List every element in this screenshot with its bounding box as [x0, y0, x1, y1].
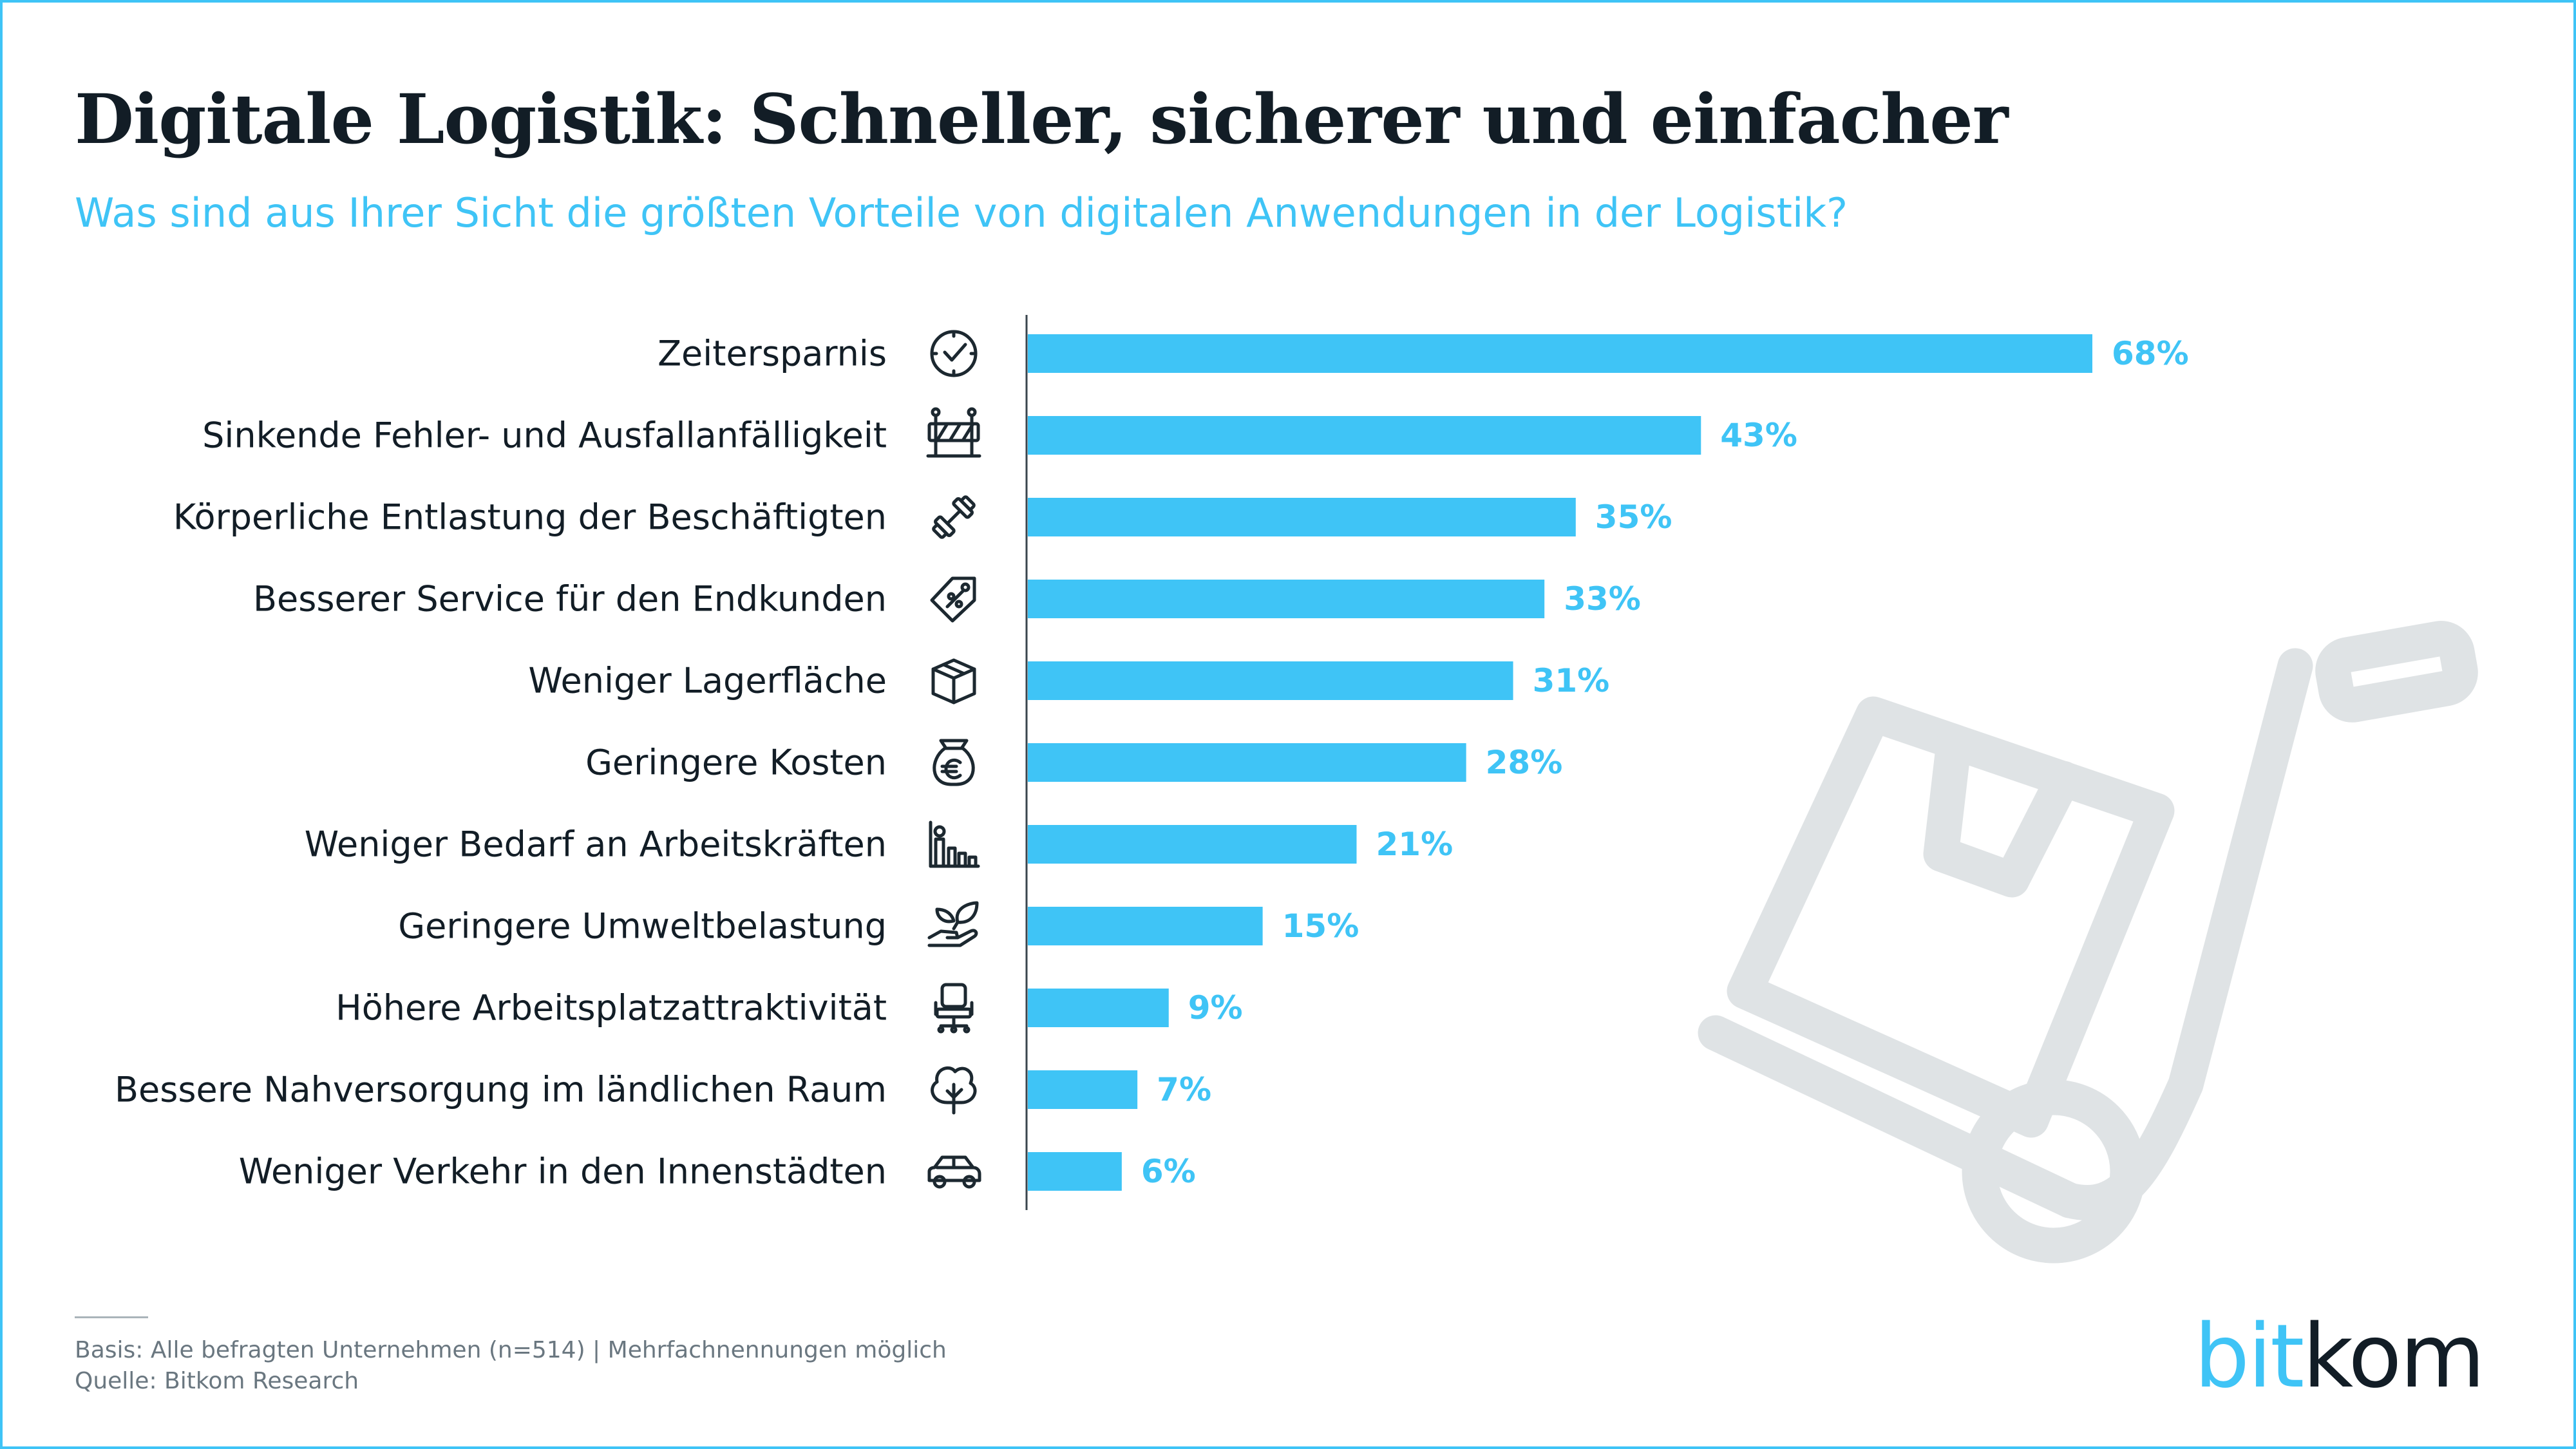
bar-chart: Zeitersparnis Sinkende Fehler- und Ausfal…: [115, 315, 2189, 1210]
bar: [1028, 498, 1576, 536]
barrier-icon: [926, 407, 981, 458]
value-label: 15%: [1282, 907, 1359, 945]
bar: [1028, 743, 1466, 782]
category-label: Weniger Bedarf an Arbeitskräften: [305, 824, 887, 865]
bar: [1028, 416, 1701, 455]
footnote-divider: [75, 1316, 148, 1318]
bar: [1028, 825, 1357, 864]
value-label: 31%: [1533, 662, 1610, 699]
category-label: Sinkende Fehler- und Ausfallanfälligkeit: [202, 415, 887, 456]
tree-icon: [931, 1066, 977, 1115]
value-label: 68%: [2112, 335, 2189, 372]
bar: [1028, 334, 2092, 373]
category-label: Körperliche Entlastung der Beschäftigten: [173, 497, 887, 538]
bar: [1028, 907, 1263, 945]
price-tag-icon: [930, 576, 976, 623]
value-label: 9%: [1188, 989, 1243, 1027]
footnote-basis: Basis: Alle befragten Unternehmen (n=514…: [75, 1337, 947, 1363]
car-icon: [927, 1155, 981, 1189]
clock-icon: [930, 330, 978, 377]
category-label: Zeitersparnis: [658, 334, 887, 374]
value-label: 7%: [1157, 1071, 1211, 1108]
category-label: Geringere Kosten: [585, 743, 887, 783]
category-label: Höhere Arbeitsplatzattraktivität: [336, 988, 887, 1028]
value-label: 6%: [1141, 1153, 1196, 1190]
value-label: 35%: [1595, 498, 1672, 536]
category-label: Besserer Service für den Endkunden: [253, 579, 887, 620]
workforce-chart-icon: [929, 820, 980, 868]
category-label: Weniger Lagerfläche: [528, 661, 887, 701]
value-label: 28%: [1486, 744, 1563, 781]
logo-part-kom: kom: [2302, 1306, 2485, 1408]
value-label: 43%: [1720, 417, 1797, 454]
value-label: 21%: [1376, 826, 1453, 863]
chart-title: Digitale Logistik: Schneller, sicherer u…: [75, 79, 2009, 159]
bar: [1028, 580, 1545, 618]
office-chair-icon: [934, 983, 974, 1034]
chart-subtitle: Was sind aus Ihrer Sicht die größten Vor…: [75, 189, 1848, 236]
hand-truck-watermark-icon: [1698, 621, 2478, 1264]
category-label: Geringere Umweltbelastung: [398, 906, 887, 947]
bitkom-logo: bitkom: [2194, 1313, 2485, 1401]
box-icon: [931, 658, 976, 705]
category-label: Bessere Nahversorgung im ländlichen Raum: [115, 1070, 887, 1110]
footnote-source: Quelle: Bitkom Research: [75, 1368, 359, 1394]
bar: [1028, 661, 1513, 700]
euro-moneybag-icon: [933, 739, 975, 786]
value-label: 33%: [1564, 580, 1641, 618]
logo-part-bit: bit: [2193, 1306, 2304, 1408]
bar: [1028, 1152, 1122, 1191]
dumbbell-icon: [932, 495, 976, 539]
bar: [1028, 989, 1169, 1027]
bar: [1028, 1070, 1138, 1109]
category-label: Weniger Verkehr in den Innenstädten: [239, 1151, 887, 1192]
hand-leaf-icon: [927, 901, 979, 947]
